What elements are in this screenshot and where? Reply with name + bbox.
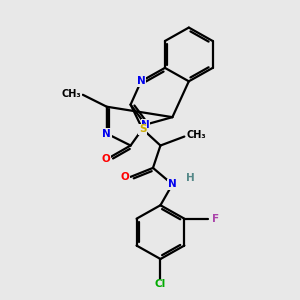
Text: Cl: Cl [155, 279, 166, 290]
Text: CH₃: CH₃ [62, 89, 81, 99]
Text: CH₃: CH₃ [187, 130, 206, 140]
Text: O: O [102, 154, 110, 164]
Text: H: H [186, 173, 195, 183]
Text: S: S [139, 124, 146, 134]
Text: O: O [121, 172, 130, 182]
Text: N: N [137, 76, 146, 86]
Text: F: F [212, 214, 219, 224]
Text: N: N [168, 179, 177, 189]
Text: N: N [141, 120, 150, 130]
Text: N: N [102, 129, 111, 139]
